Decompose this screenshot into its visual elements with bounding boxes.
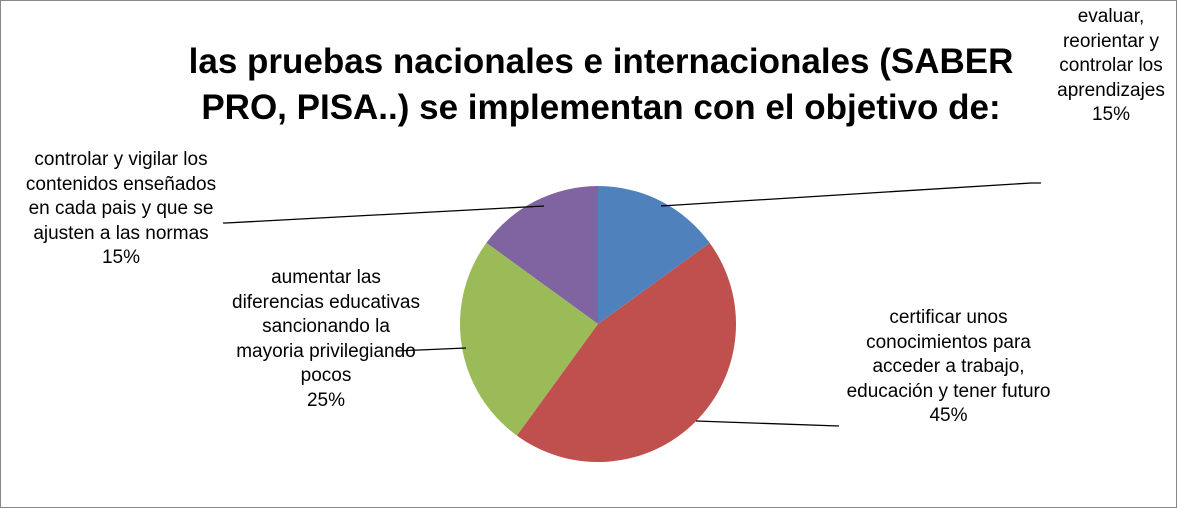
leader-line <box>395 347 467 352</box>
value-label: 15% <box>101 247 141 268</box>
slice-label: aumentar las diferencias educativas sanc… <box>226 266 426 413</box>
value-label: 25% <box>306 389 346 411</box>
pie-slice <box>516 242 736 463</box>
category-label: controlar y vigilar los contenidos enseñ… <box>25 149 217 244</box>
chart-title: las pruebas nacionales e internacionales… <box>188 42 1014 127</box>
pie-slice <box>459 242 598 436</box>
category-label: evaluar, reorientar y controlar los apre… <box>1057 6 1165 101</box>
pie-slice <box>598 186 710 324</box>
value-label: 45% <box>929 405 968 426</box>
slice-label: evaluar, reorientar y controlar los apre… <box>1036 5 1176 128</box>
leader-lines <box>223 182 1041 427</box>
leader-line <box>695 420 840 427</box>
value-label: 15% <box>1091 104 1131 125</box>
category-label: certificar unos conocimientos para acced… <box>846 307 1051 402</box>
slice-label: controlar y vigilar los contenidos enseñ… <box>16 148 226 271</box>
pie-slice <box>486 186 598 324</box>
category-label: aumentar las diferencias educativas sanc… <box>232 267 420 386</box>
leader-line <box>660 182 1041 207</box>
slice-label: certificar unos conocimientos para acced… <box>836 306 1061 429</box>
leader-line <box>223 205 545 224</box>
